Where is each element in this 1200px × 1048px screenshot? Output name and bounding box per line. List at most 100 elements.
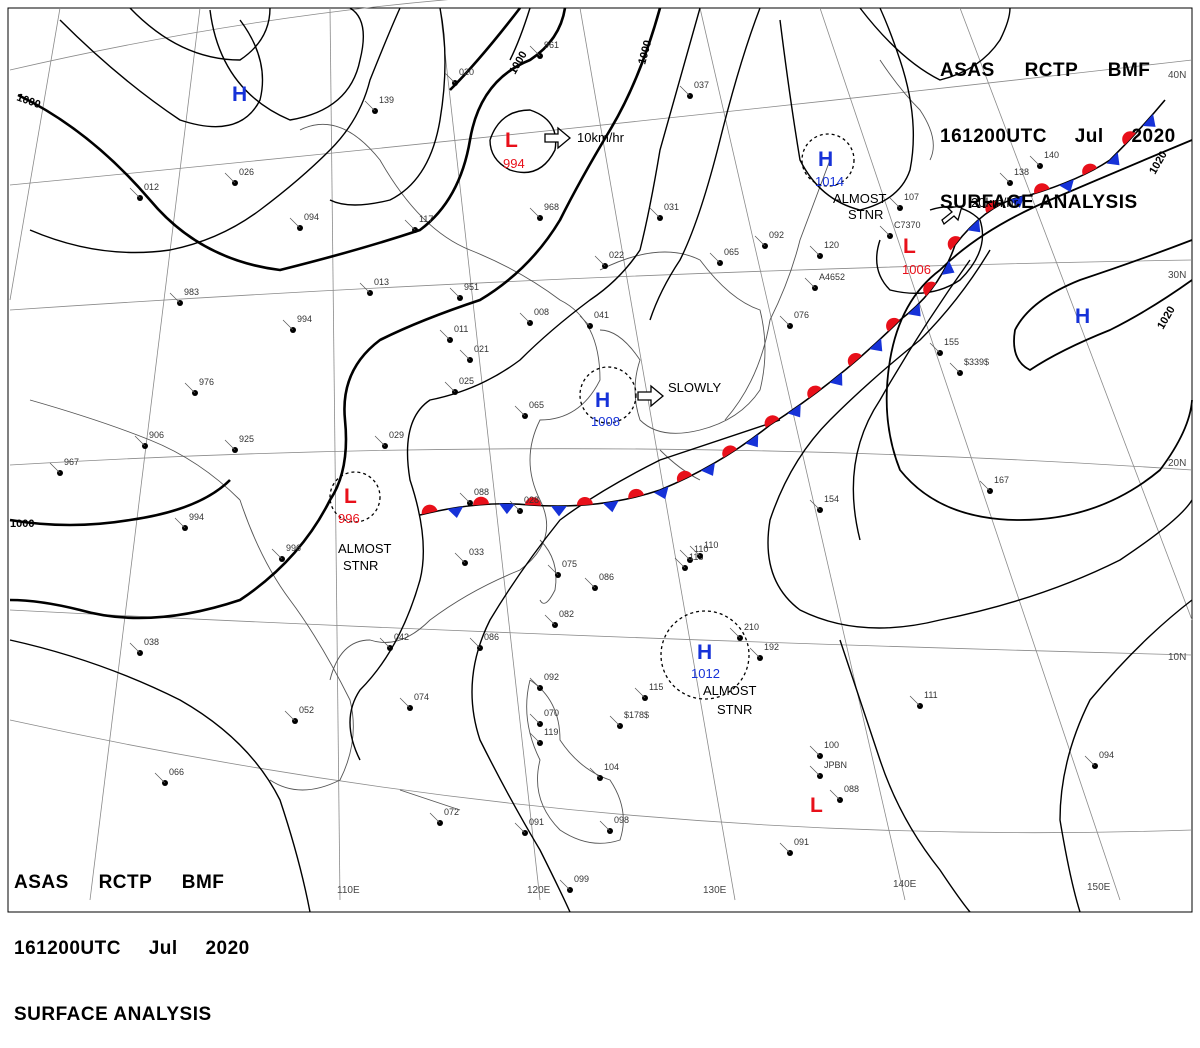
station-pressure: 155 (944, 337, 959, 347)
cold-front-symbol (1106, 152, 1120, 166)
coastlines (29, 59, 934, 844)
cold-front-symbol (1059, 179, 1074, 192)
wind-barb-icon (729, 627, 741, 639)
wind-barb-icon (379, 637, 391, 649)
warm-front-symbol (985, 200, 1001, 213)
station-pressure: $339$ (964, 357, 989, 367)
movement-annotation: STNR (848, 207, 883, 222)
pressure-value: 1006 (902, 262, 931, 277)
station-pressure: 119 (544, 727, 558, 737)
header-year: 2020 (1131, 126, 1176, 147)
station-pressure: 140 (1044, 150, 1059, 160)
wind-barb-icon (364, 100, 376, 112)
wind-barb-icon (779, 842, 791, 854)
wind-barb-icon (609, 715, 621, 727)
isobar-1000-west (9, 479, 231, 527)
header-month: Jul (1074, 126, 1104, 147)
wind-barb-icon (404, 219, 416, 231)
wind-barb-icon (529, 677, 541, 689)
station-pressure: $178$ (624, 710, 649, 720)
warm-front-symbol (473, 496, 490, 506)
station-pressure: 012 (144, 182, 159, 192)
high-pressure-icon: H (818, 148, 833, 171)
station-pressure: 028 (524, 495, 539, 505)
low-pressure-icon: L (344, 485, 357, 508)
isobar (859, 7, 1011, 81)
station-pressure: 086 (599, 572, 614, 582)
speed-annotation: 20km/hr (971, 195, 1019, 210)
cold-front-symbol (869, 338, 883, 352)
isobar-label: 1000 (10, 518, 34, 530)
dashed-circle (660, 610, 750, 700)
wind-barb-icon (547, 564, 559, 576)
wind-barb-icon (559, 879, 571, 891)
isobar-1020-inner (1013, 239, 1193, 372)
low-pressure-icon: L (810, 794, 823, 817)
cold-front-symbol (1142, 114, 1156, 127)
header-time: 161200UTC (940, 126, 1047, 147)
wind-barb-icon (359, 282, 371, 294)
wind-barb-icon (529, 732, 541, 744)
lon-label: 120E (527, 885, 551, 896)
station-pressure: 192 (764, 642, 779, 652)
station-pressure: 086 (484, 632, 499, 642)
isobar (509, 7, 531, 61)
lat-label: 20N (1168, 458, 1186, 469)
cold-front-symbol (447, 506, 464, 519)
station-pressure: 110 (704, 540, 718, 550)
warm-front-symbol (576, 496, 593, 506)
system-circles (329, 133, 855, 700)
wind-barb-icon (544, 614, 556, 626)
parallel-line (9, 259, 1193, 311)
isobar (471, 419, 781, 913)
station-pressure: 092 (769, 230, 784, 240)
parallel-line (9, 0, 449, 71)
station-pressure: 967 (64, 457, 79, 467)
cold-front-symbol (700, 462, 715, 476)
wind-barb-icon (599, 820, 611, 832)
cold-front-symbol (1009, 195, 1025, 208)
warm-front-symbol (1082, 163, 1098, 176)
station-pressure: 066 (169, 767, 184, 777)
station-pressure: 021 (474, 344, 489, 354)
header-code: BMF (1107, 60, 1151, 81)
warm-front-symbol (807, 385, 822, 399)
wind-barb-icon (754, 235, 766, 247)
wind-barb-icon (459, 492, 471, 504)
wind-barb-icon (679, 85, 691, 97)
cold-front-symbol (907, 303, 921, 317)
map-frame (7, 7, 1193, 913)
station-pressure: 091 (529, 817, 544, 827)
station-pressure: 951 (464, 282, 479, 292)
wind-barb-icon (889, 197, 901, 209)
station-pressure: 968 (544, 202, 559, 212)
wind-barb-icon (509, 500, 521, 512)
parallel-line (9, 59, 1193, 186)
wind-barb-icon (154, 772, 166, 784)
movement-arrows (544, 126, 963, 408)
wind-barb-icon (439, 329, 451, 341)
cold-front-symbol (745, 434, 759, 448)
wind-barb-icon (519, 312, 531, 324)
high-pressure-icon: H (697, 641, 712, 664)
taiwan-coast (539, 539, 557, 604)
wind-barb-icon (224, 439, 236, 451)
wind-barb-icon (584, 577, 596, 589)
parallel-line (9, 609, 1193, 656)
wind-barb-icon (444, 381, 456, 393)
station-pressure: 138 (1014, 167, 1029, 177)
meridian-line (959, 7, 1193, 621)
header-center: RCTP (1024, 60, 1078, 81)
isobar (649, 7, 761, 321)
wind-barb-icon (224, 172, 236, 184)
station-pressure: 167 (994, 475, 1009, 485)
wind-barb-icon (749, 647, 761, 659)
wind-barb-icon (679, 549, 691, 561)
dashed-circle (801, 133, 855, 187)
cold-front-symbol (787, 404, 801, 418)
lat-label: 10N (1168, 652, 1186, 663)
wind-barb-icon (129, 187, 141, 199)
grid-labels: 40N 30N 20N 10N 110E 120E 130E 140E 150E (337, 70, 1186, 896)
station-pressure: 100 (824, 740, 839, 750)
chart-header-top: ASAS RCTP BMF 161200UTC Jul 2020 SURFACE… (940, 16, 1176, 236)
